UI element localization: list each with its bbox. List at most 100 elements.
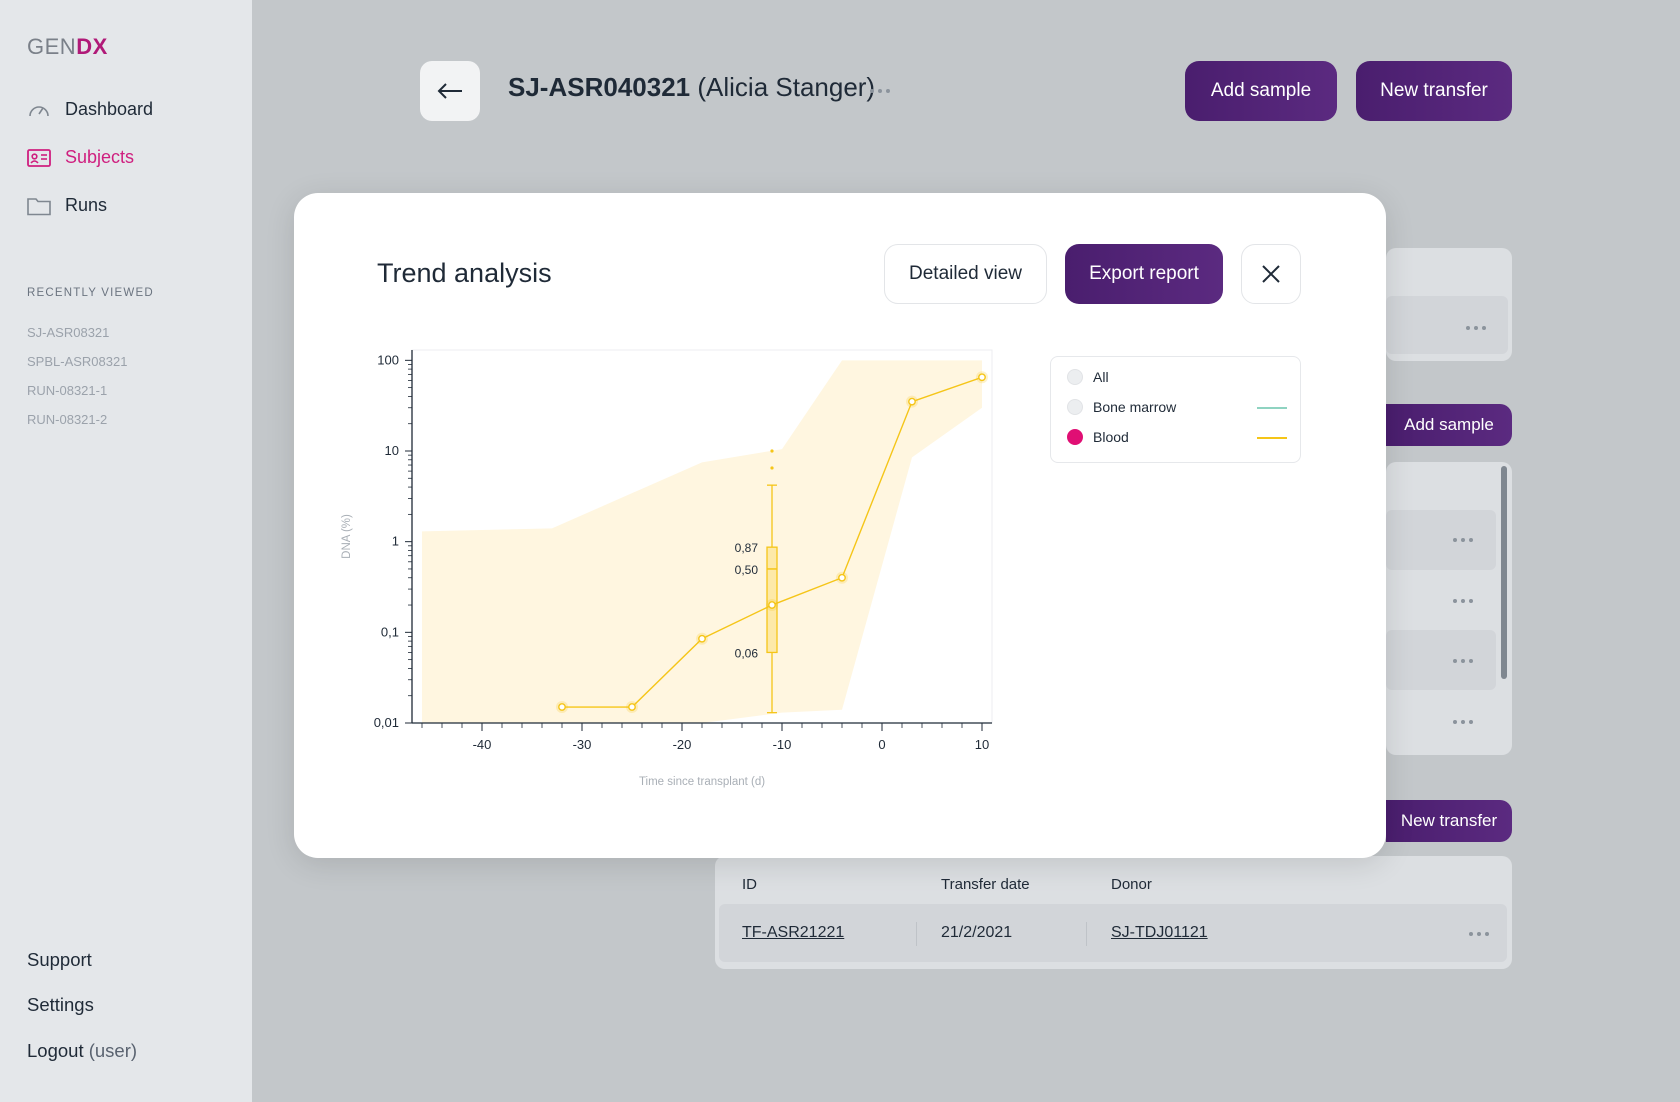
folder-icon — [27, 197, 51, 215]
y-tick-label: 0,1 — [381, 624, 399, 639]
column-divider — [916, 922, 917, 946]
trend-chart: 0,01 0,1 1 10 100 -40 -30 -20 -10 0 10 Time since t… — [341, 349, 993, 788]
sidebar-item-label: Dashboard — [65, 99, 154, 119]
new-transfer-button-secondary[interactable]: New transfer — [1386, 800, 1512, 842]
more-options-icon[interactable] — [870, 89, 890, 93]
data-point — [628, 703, 636, 711]
new-transfer-button[interactable]: New transfer — [1356, 61, 1512, 121]
subject-id: SJ-ASR040321 — [508, 72, 691, 102]
legend-swatch — [1257, 437, 1287, 439]
recent-item[interactable]: RUN-08321-2 — [27, 412, 108, 427]
data-point — [978, 373, 986, 382]
row-options-icon[interactable] — [1453, 720, 1473, 724]
add-sample-button-secondary[interactable]: Add sample — [1386, 404, 1512, 446]
legend-label: Blood — [1093, 429, 1129, 445]
boxplot-label: 0,87 — [735, 541, 759, 555]
data-point — [698, 634, 706, 643]
x-tick-label: 10 — [975, 737, 989, 752]
logout-label: Logout — [27, 1040, 84, 1061]
table-row — [1386, 630, 1496, 690]
modal-title: Trend analysis — [377, 258, 552, 288]
radio-button-selected[interactable] — [1067, 429, 1083, 445]
legend-label: Bone marrow — [1093, 399, 1177, 415]
boxplot-outlier — [770, 449, 774, 453]
arrow-left-icon — [437, 83, 462, 99]
sidebar-item-subjects[interactable]: Subjects — [27, 147, 134, 168]
donor-link[interactable]: SJ-TDJ01121 — [1111, 924, 1208, 941]
boxplot-label: 0,06 — [735, 646, 759, 660]
transfers-table: ID Transfer date Donor TF-ASR21221 21/2/… — [715, 856, 1512, 969]
add-sample-button[interactable]: Add sample — [1185, 61, 1337, 121]
radio-button[interactable] — [1067, 399, 1083, 415]
logout-link[interactable]: Logout (user) — [27, 1040, 137, 1062]
sidebar-item-dashboard[interactable]: Dashboard — [27, 99, 153, 120]
x-tick-label: -10 — [773, 737, 792, 752]
id-card-icon — [27, 148, 51, 167]
background-card — [1386, 248, 1512, 361]
sidebar-item-runs[interactable]: Runs — [27, 195, 107, 216]
table-row — [1386, 296, 1508, 354]
data-point — [908, 397, 916, 406]
x-tick-label: -20 — [673, 737, 692, 752]
sidebar: GENDX Dashboard Subjects Runs RECENTLY V… — [0, 0, 252, 1102]
logout-user: (user) — [88, 1040, 138, 1061]
row-options-icon[interactable] — [1469, 932, 1489, 936]
recent-item[interactable]: RUN-08321-1 — [27, 383, 108, 398]
recent-item[interactable]: SJ-ASR08321 — [27, 325, 110, 340]
row-options-icon[interactable] — [1453, 659, 1473, 663]
logo-gen: GEN — [27, 34, 77, 59]
legend-item-all[interactable]: All — [1067, 369, 1287, 385]
x-tick-label: -30 — [573, 737, 592, 752]
data-point — [838, 573, 846, 582]
data-point — [768, 601, 776, 609]
y-tick-label: 0,01 — [374, 715, 399, 730]
gauge-icon — [29, 105, 49, 116]
sidebar-item-label: Subjects — [65, 147, 135, 167]
table-row: TF-ASR21221 21/2/2021 SJ-TDJ01121 — [719, 904, 1507, 962]
row-options-icon[interactable] — [1453, 599, 1473, 603]
data-point — [558, 703, 566, 711]
page-title: SJ-ASR040321 (Alicia Stanger) — [508, 72, 875, 103]
y-tick-label: 100 — [377, 352, 399, 367]
legend-item-blood[interactable]: Blood — [1067, 429, 1287, 445]
radio-button[interactable] — [1067, 369, 1083, 385]
x-axis-label: Time since transplant (d) — [639, 776, 765, 788]
boxplot-label: 0,50 — [735, 563, 759, 577]
legend-item-bone-marrow[interactable]: Bone marrow — [1067, 399, 1287, 415]
boxplot-box — [766, 546, 778, 654]
transfer-date: 21/2/2021 — [941, 924, 1013, 941]
row-options-icon[interactable] — [1466, 326, 1486, 330]
detailed-view-button[interactable]: Detailed view — [884, 244, 1047, 304]
boxplot-outlier — [770, 466, 774, 470]
column-header-donor: Donor — [1111, 876, 1152, 893]
y-tick-label: 1 — [392, 534, 399, 549]
column-header-id: ID — [742, 876, 757, 893]
x-tick-label: 0 — [878, 737, 885, 752]
sidebar-item-label: Runs — [65, 195, 108, 215]
recent-item[interactable]: SPBL-ASR08321 — [27, 354, 128, 369]
logo-dx: DX — [76, 34, 108, 59]
back-button[interactable] — [420, 61, 480, 121]
close-icon — [1262, 265, 1280, 283]
subject-name: (Alicia Stanger) — [697, 72, 876, 102]
logo[interactable]: GENDX — [27, 34, 108, 60]
export-report-button[interactable]: Export report — [1065, 244, 1223, 304]
row-options-icon[interactable] — [1453, 538, 1473, 542]
samples-card — [1386, 462, 1512, 755]
confidence-band — [422, 360, 982, 723]
trend-analysis-modal: Trend analysis Detailed view Export repo… — [294, 193, 1386, 858]
column-divider — [1086, 922, 1087, 946]
settings-link[interactable]: Settings — [27, 994, 94, 1015]
support-link[interactable]: Support — [27, 949, 92, 970]
recently-viewed-title: RECENTLY VIEWED — [27, 287, 154, 299]
chart-legend: All Bone marrow Blood — [1050, 356, 1301, 463]
scrollbar[interactable] — [1501, 466, 1507, 679]
legend-swatch — [1257, 407, 1287, 409]
y-tick-label: 10 — [385, 443, 399, 458]
close-button[interactable] — [1241, 244, 1301, 304]
y-axis-label: DNA (%) — [341, 514, 353, 559]
table-row — [1386, 510, 1496, 570]
transfer-id-link[interactable]: TF-ASR21221 — [742, 924, 845, 941]
legend-label: All — [1093, 369, 1109, 385]
x-tick-label: -40 — [473, 737, 492, 752]
